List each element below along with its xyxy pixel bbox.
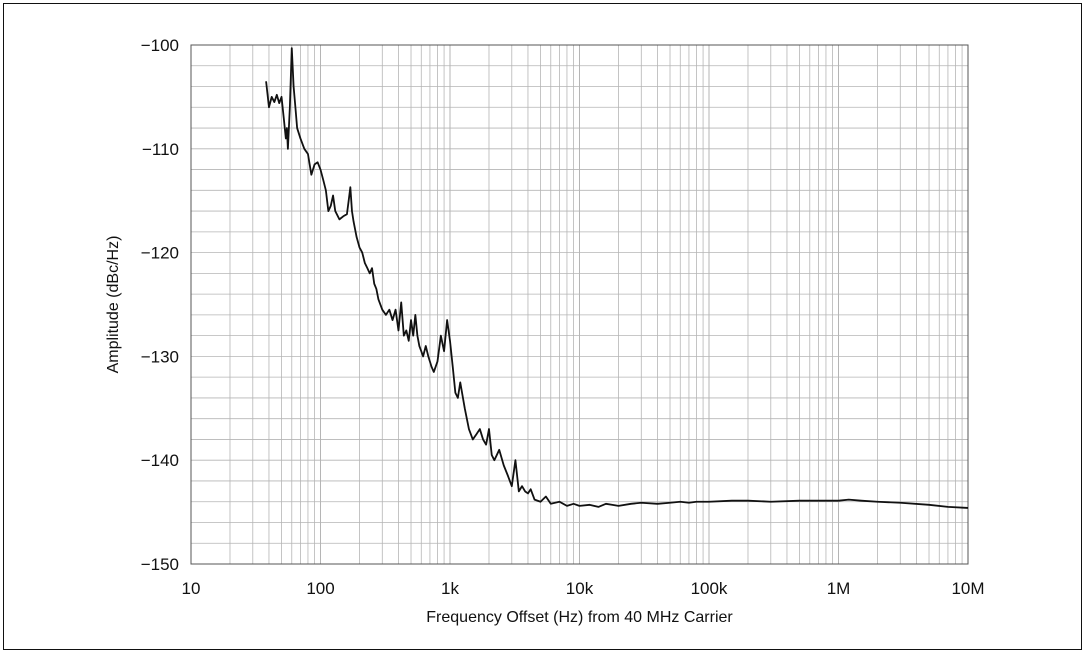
y-tick-label: −110 (142, 140, 179, 159)
y-tick-label: −130 (141, 347, 179, 366)
y-tick-label: −140 (141, 451, 179, 470)
x-tick-label: 1M (827, 579, 851, 598)
x-tick-label: 1k (441, 579, 459, 598)
series-line (265, 47, 969, 509)
x-axis-label: Frequency Offset (Hz) from 40 MHz Carrie… (426, 609, 733, 626)
chart-frame (3, 3, 1082, 650)
y-tick-label: −100 (141, 36, 179, 55)
y-tick-label: −150 (141, 555, 179, 574)
plot-area-border (190, 44, 969, 565)
x-tick-label: 100k (691, 579, 728, 598)
x-tick-label: 100 (306, 579, 334, 598)
grid (190, 44, 968, 565)
x-tick-label: 10 (182, 579, 201, 598)
y-tick-labels: −100 −110 −120 −130 −140 −150 (141, 36, 179, 574)
y-axis-label: Amplitude (dBc/Hz) (105, 236, 122, 374)
x-tick-labels: 10 100 1k 10k 100k 1M 10M (182, 579, 985, 598)
x-tick-label: 10M (951, 579, 984, 598)
x-tick-label: 10k (566, 579, 594, 598)
y-tick-label: −120 (141, 244, 179, 263)
